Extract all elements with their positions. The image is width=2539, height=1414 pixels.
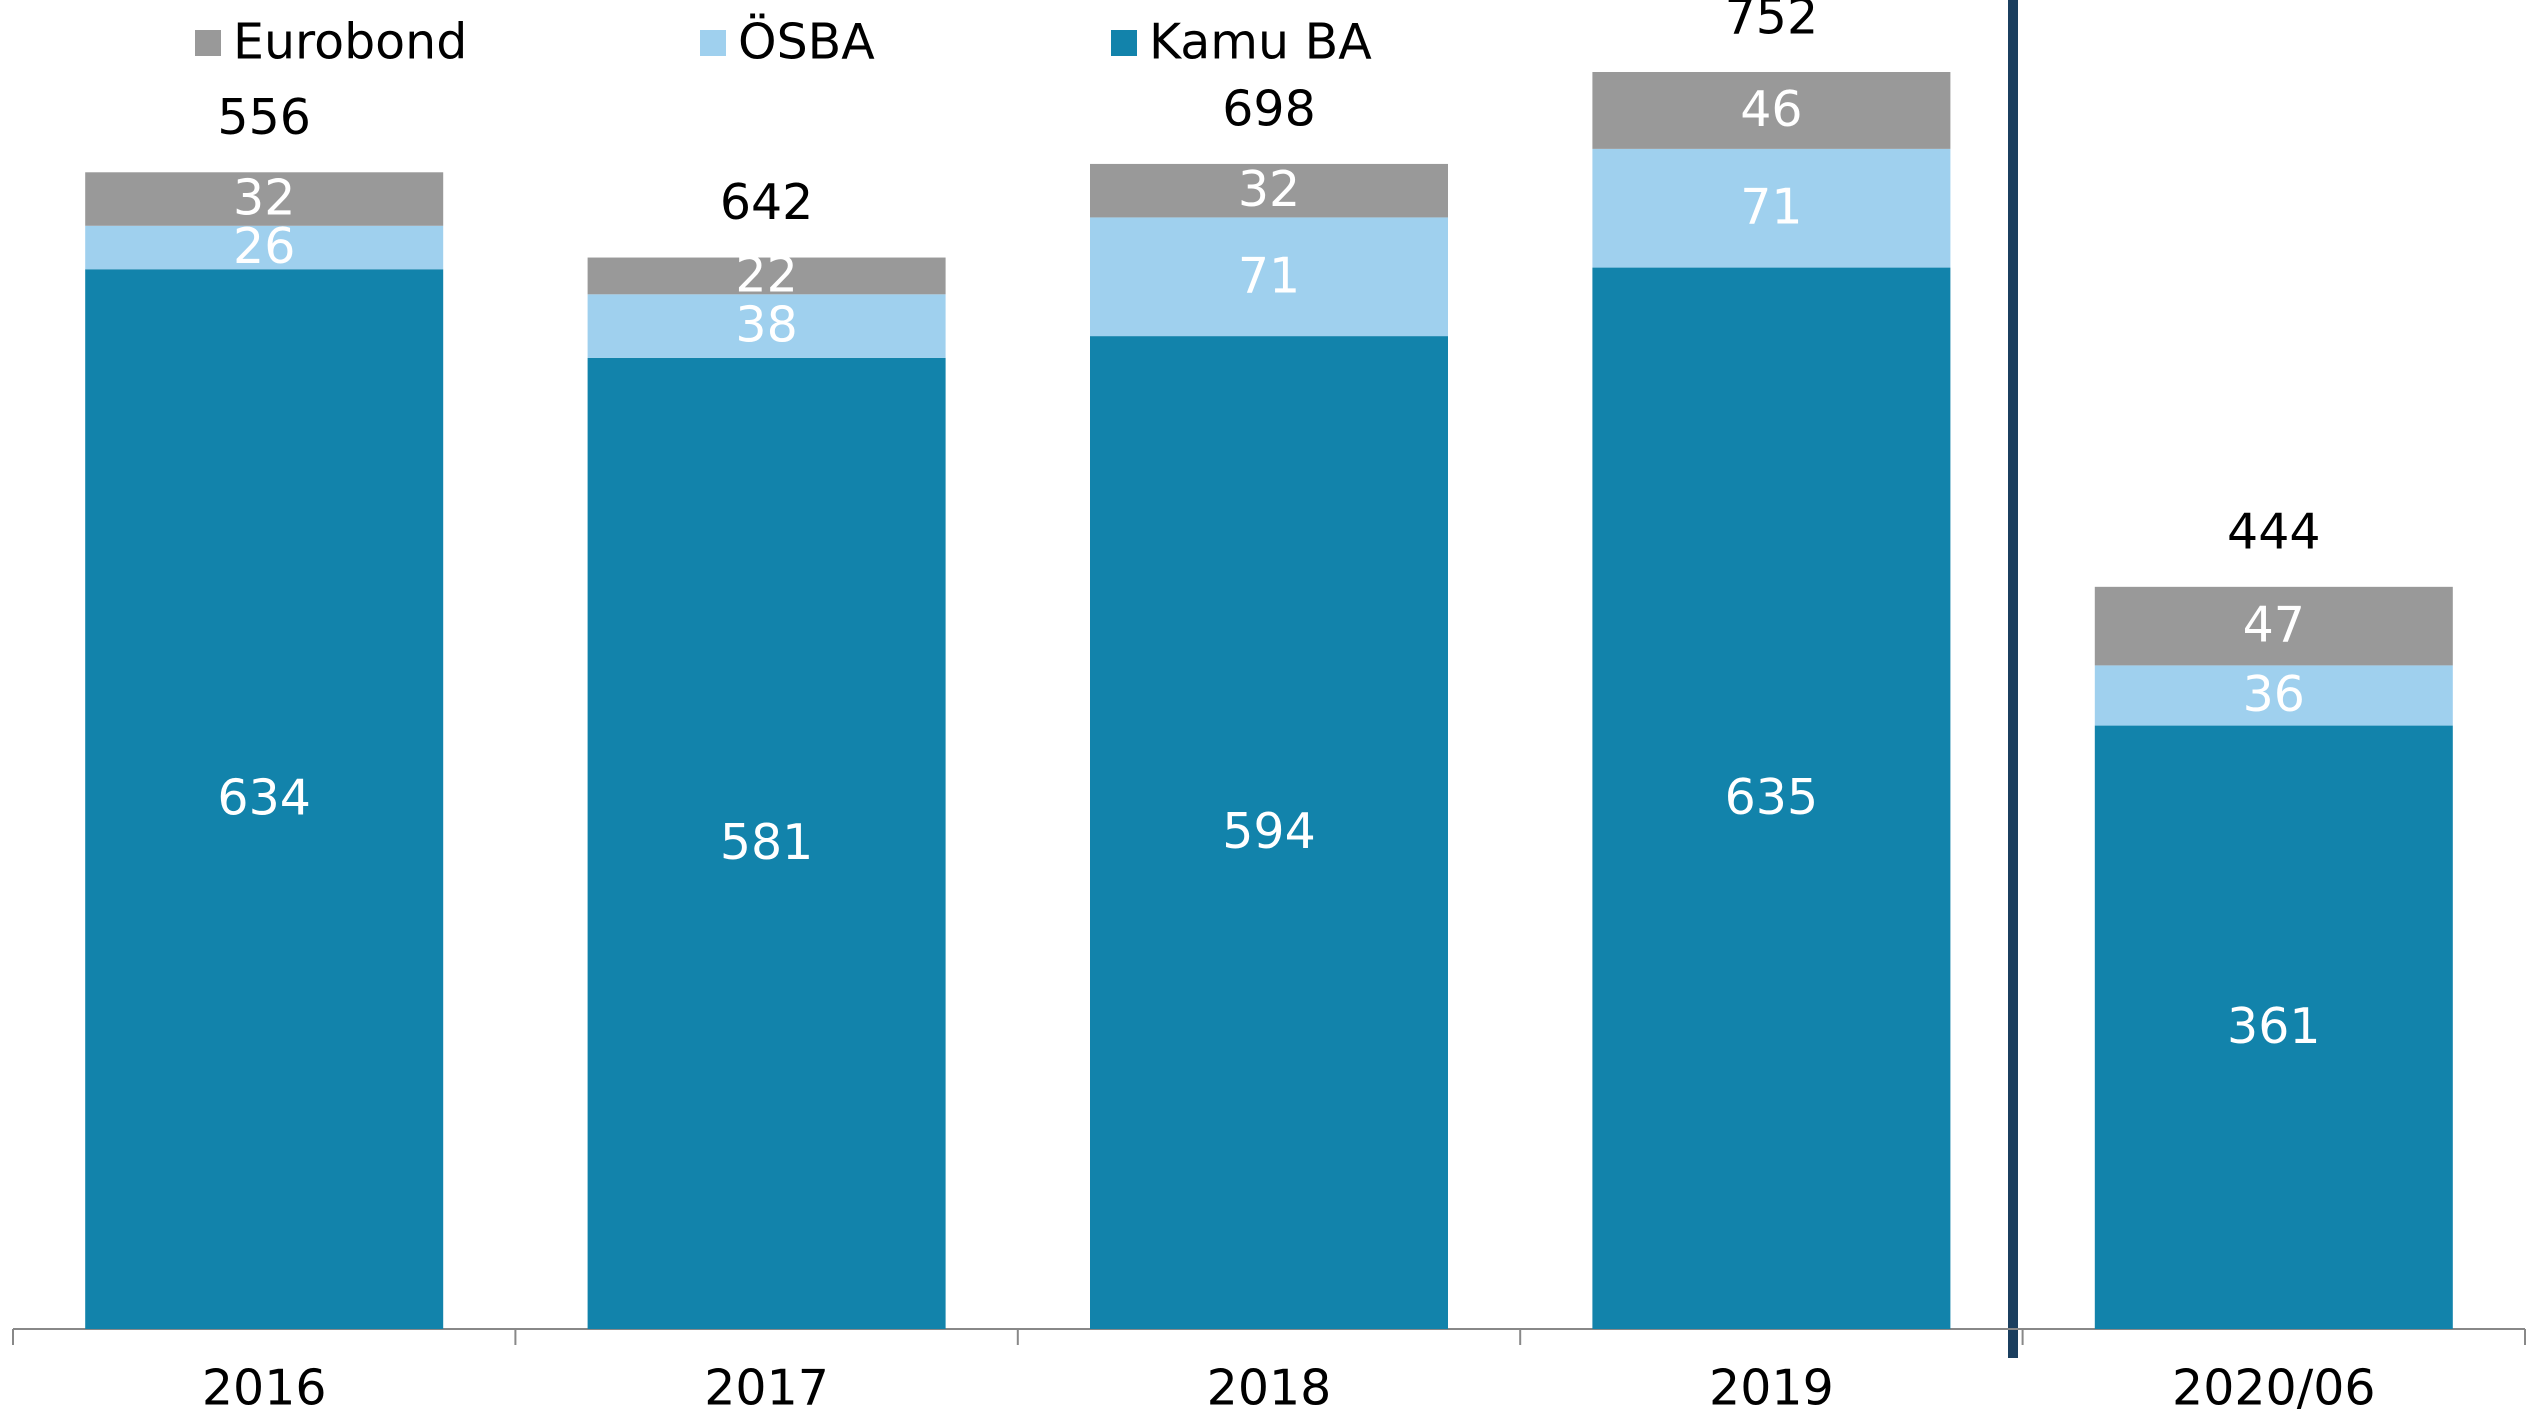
legend-label: Kamu BA	[1149, 14, 1372, 71]
bar-segment	[2094, 725, 2453, 1329]
bar-segment	[1592, 148, 1951, 268]
segment-label: 32	[233, 170, 295, 227]
segment-label: 634	[217, 770, 311, 827]
bar-segment	[85, 172, 444, 226]
total-label: 698	[1222, 80, 1316, 137]
x-tick-label: 2018	[1207, 1360, 1332, 1414]
bar-segment	[85, 225, 444, 270]
segment-label: 47	[2243, 597, 2305, 654]
x-tick-label: 2019	[1709, 1360, 1834, 1414]
segment-label: 71	[1238, 247, 1300, 304]
bar-segment	[85, 269, 444, 1329]
segment-label: 22	[735, 246, 797, 303]
legend-swatch	[1111, 30, 1137, 56]
bar-segment	[1090, 217, 1448, 337]
segment-label: 38	[735, 297, 797, 354]
bar-segment	[587, 357, 946, 1330]
bar-segment	[587, 294, 946, 358]
segment-label: 46	[1740, 81, 1802, 138]
x-tick-label: 2016	[202, 1360, 327, 1414]
bar-segment	[587, 257, 946, 295]
bar-segment	[1090, 163, 1448, 218]
segment-label: 32	[1238, 161, 1300, 218]
legend-label: Eurobond	[233, 14, 467, 71]
segment-label: 26	[233, 218, 295, 275]
bar-segment	[2094, 665, 2453, 726]
total-label: 556	[217, 89, 311, 146]
legend-label: ÖSBA	[738, 13, 875, 71]
total-label: 752	[1725, 0, 1819, 46]
segment-label: 635	[1725, 769, 1819, 826]
legend-swatch	[700, 30, 726, 56]
total-label: 444	[2227, 503, 2321, 560]
bar-segment	[1090, 336, 1448, 1329]
segment-label: 361	[2227, 998, 2321, 1055]
bar-segment	[1592, 72, 1951, 149]
legend-swatch	[195, 30, 221, 56]
segment-label: 594	[1222, 803, 1316, 860]
x-tick-label: 2020/06	[2172, 1360, 2376, 1414]
bar-segment	[2094, 586, 2453, 666]
segment-label: 36	[2243, 666, 2305, 723]
segment-label: 71	[1740, 179, 1802, 236]
segment-label: 581	[720, 814, 814, 871]
x-tick-label: 2017	[704, 1360, 829, 1414]
total-label: 642	[720, 174, 814, 231]
bar-segment	[1592, 267, 1951, 1330]
